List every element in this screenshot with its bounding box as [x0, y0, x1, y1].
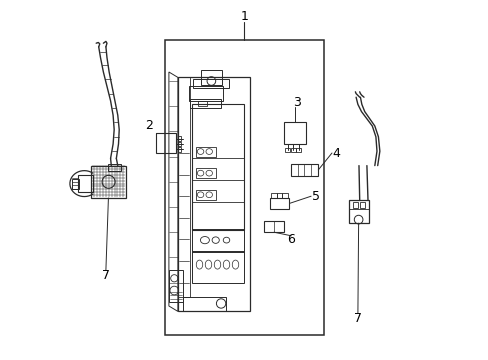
Bar	[72, 179, 79, 189]
Bar	[284, 122, 305, 144]
Bar	[192, 104, 244, 230]
Bar	[108, 164, 121, 171]
Bar	[178, 147, 181, 152]
Text: 3: 3	[292, 96, 300, 109]
Bar	[178, 77, 190, 297]
Text: 1: 1	[240, 10, 248, 23]
Bar	[269, 198, 289, 209]
Bar	[290, 148, 295, 152]
Bar	[282, 193, 287, 198]
Bar	[178, 77, 249, 311]
Bar	[285, 148, 289, 152]
Bar	[78, 175, 92, 192]
Text: 7: 7	[353, 312, 361, 325]
Bar	[200, 70, 222, 85]
Text: 6: 6	[287, 233, 295, 246]
Bar	[359, 202, 365, 208]
Text: 2: 2	[145, 119, 153, 132]
Text: 4: 4	[332, 147, 340, 159]
Bar	[270, 193, 276, 198]
Bar	[193, 79, 229, 88]
Bar	[196, 190, 215, 200]
Bar	[192, 251, 244, 283]
Bar	[183, 297, 226, 311]
Bar	[156, 133, 176, 153]
Bar	[276, 193, 282, 198]
Bar	[352, 202, 357, 208]
Bar	[197, 101, 206, 106]
Bar	[190, 99, 221, 108]
Bar	[196, 147, 215, 157]
Bar	[188, 86, 223, 101]
Bar	[295, 148, 301, 152]
Bar	[178, 142, 181, 146]
Text: 7: 7	[102, 269, 110, 282]
Bar	[348, 200, 368, 223]
Bar	[168, 270, 183, 302]
Text: 5: 5	[312, 190, 320, 203]
Bar	[178, 136, 181, 141]
Bar	[91, 166, 125, 198]
Bar	[165, 40, 323, 335]
Bar	[196, 168, 215, 178]
Bar	[192, 229, 244, 252]
Bar	[264, 221, 284, 232]
